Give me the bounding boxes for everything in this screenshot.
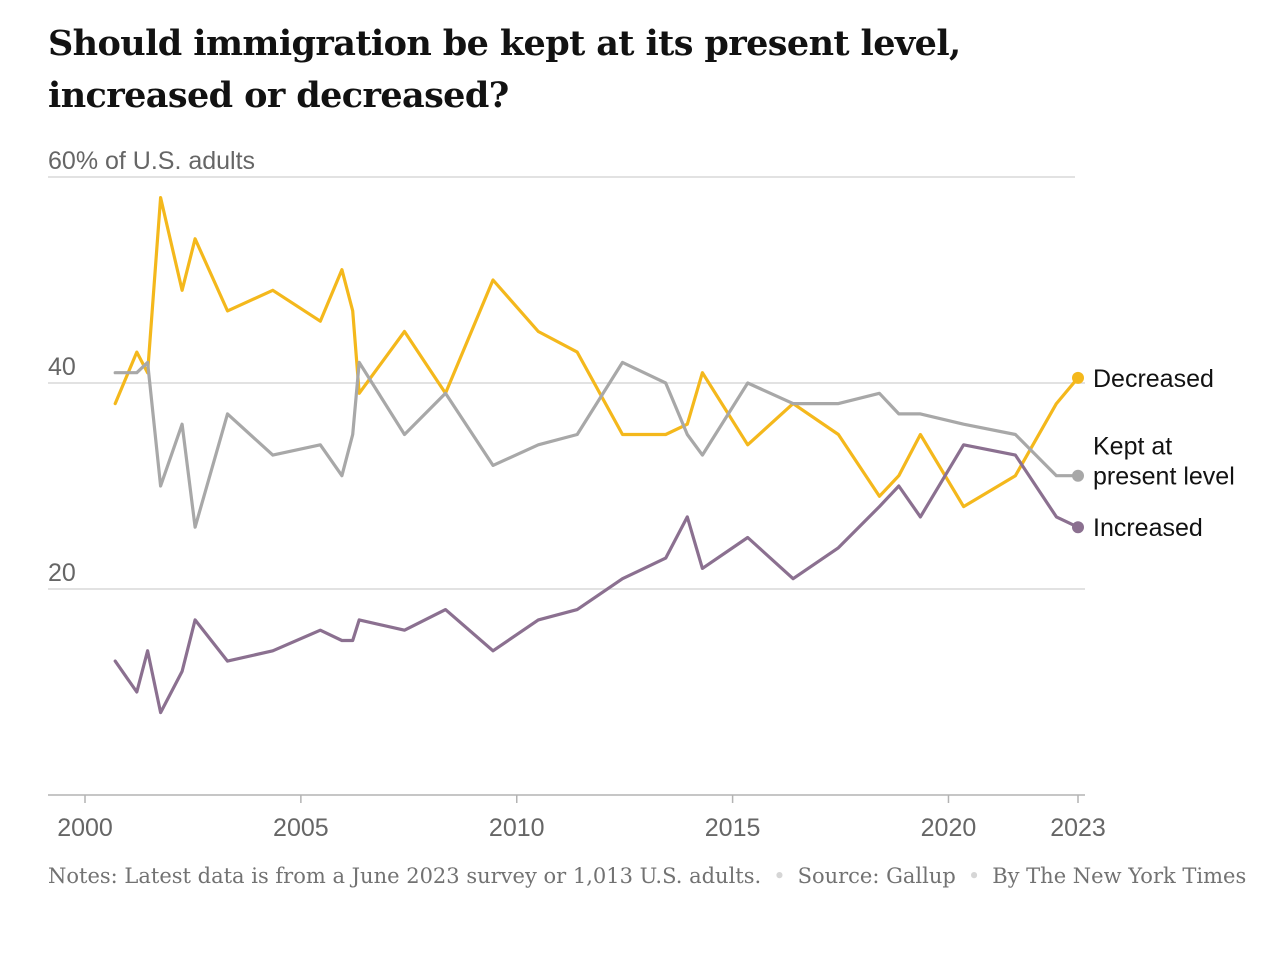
chart-title: Should immigration be kept at its presen…	[48, 23, 961, 116]
x-tick-label: 2010	[489, 814, 545, 842]
footer-notes: Notes: Latest data is from a June 2023 s…	[48, 860, 1248, 892]
footer-separator: •	[967, 864, 981, 888]
x-tick-label: 2005	[273, 814, 329, 842]
notes-text: Notes: Latest data is from a June 2023 s…	[48, 864, 762, 888]
byline-text: By The New York Times	[992, 864, 1247, 888]
series-line-kept	[113, 360, 1080, 529]
y-tick-value: 40	[48, 353, 76, 381]
series-label-line: Increased	[1093, 514, 1203, 542]
source-text: Source: Gallup	[797, 864, 956, 888]
series-endpoint-decreased	[1072, 371, 1084, 384]
grid-layer	[48, 176, 1085, 796]
series-label-line: Kept at	[1093, 433, 1172, 461]
series-label-line: present level	[1093, 463, 1235, 491]
series-endpoint-increased	[1072, 521, 1084, 534]
series-label-decreased: Decreased	[1093, 365, 1214, 393]
series-line-decreased	[113, 196, 1080, 509]
y-tick-value: 20	[48, 559, 76, 587]
footer-separator: •	[773, 864, 786, 888]
x-axis-ticks: 2000 2005 2010 2015 2020 2023	[57, 795, 1106, 842]
series-end-labels: Decreased Kept at present level Increased	[1093, 365, 1235, 542]
y-tick-label: 20	[48, 559, 76, 587]
series-line-increased	[113, 443, 1080, 715]
y-tick-value: 60	[48, 147, 76, 175]
y-axis-unit: % of U.S. adults	[76, 147, 255, 175]
series-endpoint-kept	[1072, 469, 1084, 482]
series-lines	[113, 196, 1084, 715]
y-tick-label: 60% of U.S. adults	[48, 147, 255, 175]
series-label-kept: Kept at present level	[1093, 433, 1235, 491]
x-tick-label: 2000	[57, 814, 113, 842]
x-tick-label: 2015	[705, 814, 761, 842]
x-tick-label: 2020	[921, 814, 977, 842]
series-label-line: Decreased	[1093, 365, 1214, 393]
series-label-increased: Increased	[1093, 514, 1203, 542]
y-tick-label: 40	[48, 353, 76, 381]
x-tick-label: 2023	[1050, 814, 1106, 842]
y-axis-ticks: 60% of U.S. adults 40 20	[48, 147, 255, 587]
